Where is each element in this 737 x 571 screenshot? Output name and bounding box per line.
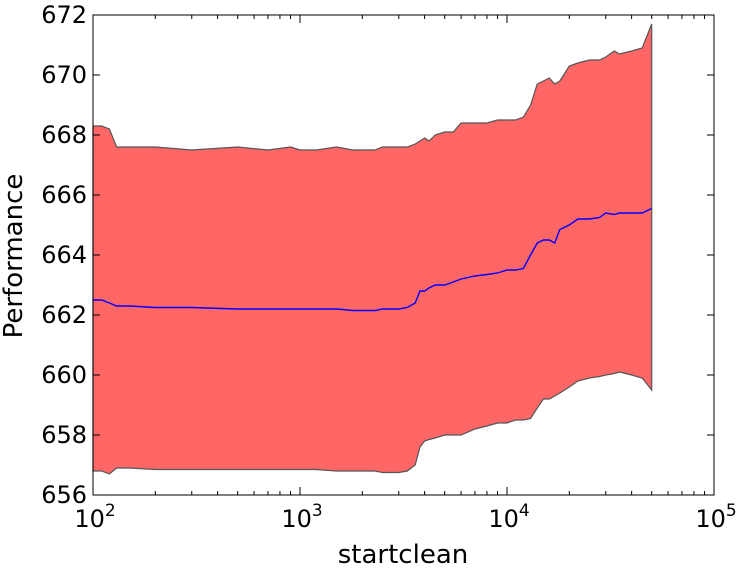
y-tick-label: 668 [41,121,87,149]
x-tick-label: 105 [695,501,736,533]
std-band [92,23,653,475]
y-tick-label: 672 [41,1,87,29]
y-tick-label: 660 [41,361,87,389]
y-tick-labels: 656 658 660 662 664 666 668 670 672 [41,1,714,509]
x-tick-label: 104 [488,501,529,533]
x-tick-base: 10 [695,505,726,533]
x-tick-exponent: 2 [105,501,116,521]
y-tick-label: 658 [41,421,87,449]
y-axis-label: Performance [0,174,29,339]
x-tick-labels: 102 103 104 105 [74,15,737,533]
x-axis-label: startclean [338,540,468,570]
x-tick-base: 10 [488,505,519,533]
x-tick-exponent: 4 [519,501,530,521]
y-tick-label: 666 [41,181,87,209]
x-tick-label: 102 [74,501,115,533]
x-tick-base: 10 [74,505,105,533]
y-tick-label: 664 [41,241,87,269]
x-tick-exponent: 5 [726,501,737,521]
x-tick-exponent: 3 [312,501,323,521]
x-tick-label: 103 [281,501,322,533]
x-tick-base: 10 [281,505,312,533]
y-tick-label: 662 [41,301,87,329]
plot-area [92,14,715,496]
y-tick-label: 670 [41,61,87,89]
mean-line [93,207,652,312]
y-tick-label: 656 [41,481,87,509]
